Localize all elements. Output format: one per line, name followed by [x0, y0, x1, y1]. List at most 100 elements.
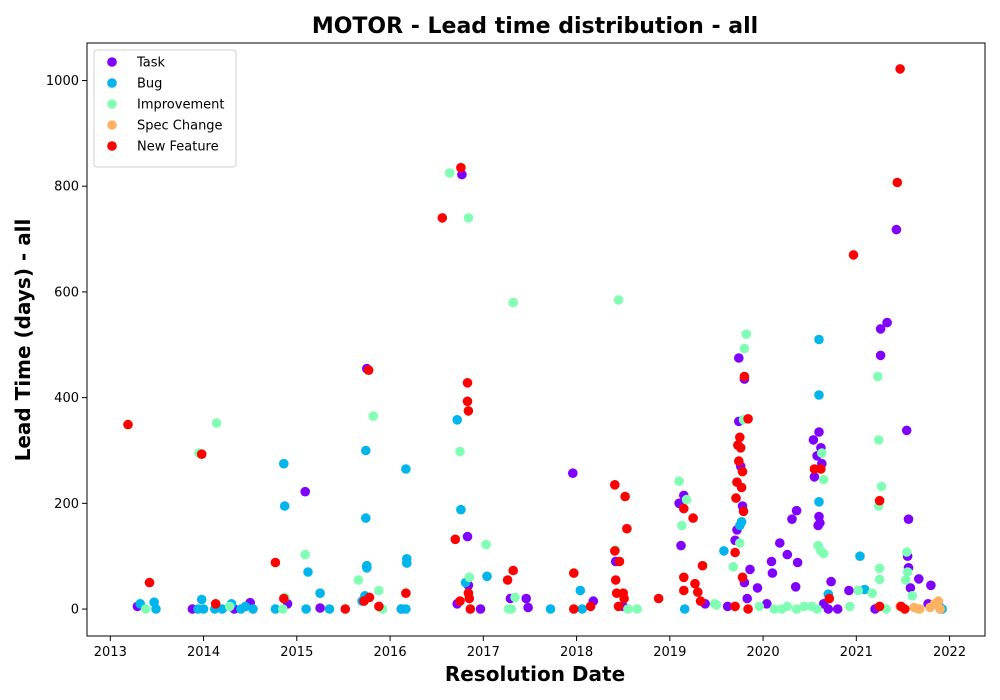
data-point	[462, 531, 473, 542]
legend-marker	[107, 78, 117, 88]
data-point	[452, 415, 463, 425]
data-point	[462, 396, 473, 407]
data-point	[444, 168, 455, 178]
data-point	[676, 540, 686, 551]
data-point	[874, 563, 885, 574]
data-point	[900, 604, 910, 614]
x-tick-label: 2015	[280, 645, 313, 660]
data-point	[787, 514, 797, 524]
data-point	[610, 546, 620, 556]
legend-marker	[107, 99, 117, 109]
data-point	[211, 418, 222, 428]
y-tick-label: 0	[71, 603, 79, 618]
data-point	[792, 557, 803, 568]
data-point	[523, 602, 533, 613]
data-point	[279, 593, 289, 604]
data-point	[300, 549, 311, 560]
legend-frame	[93, 49, 237, 168]
data-point	[315, 603, 325, 613]
data-point	[902, 567, 913, 577]
data-point	[362, 563, 372, 573]
data-point	[754, 601, 765, 612]
data-point	[585, 601, 596, 612]
data-point	[270, 557, 281, 568]
data-point	[818, 474, 829, 485]
x-tick-label: 2018	[560, 645, 593, 660]
data-point	[818, 548, 829, 559]
data-point	[677, 520, 687, 531]
data-point	[892, 177, 903, 188]
data-point	[340, 604, 351, 614]
data-point	[736, 517, 747, 527]
data-point	[817, 448, 827, 458]
data-point	[738, 506, 749, 517]
data-point	[844, 585, 854, 596]
data-point	[613, 295, 624, 305]
data-point	[679, 503, 689, 514]
data-point	[769, 604, 780, 614]
data-point	[823, 604, 834, 614]
data-point	[790, 582, 801, 592]
data-point	[361, 513, 371, 523]
data-point	[742, 593, 752, 604]
data-point	[693, 587, 703, 597]
data-point	[731, 493, 741, 503]
x-tick-label: 2017	[467, 645, 500, 660]
data-point	[848, 250, 859, 260]
data-point	[730, 601, 740, 612]
data-point	[463, 406, 474, 416]
data-point	[568, 468, 578, 479]
data-point	[767, 568, 778, 578]
data-point	[450, 534, 461, 545]
data-point	[456, 162, 466, 173]
x-tick-label: 2013	[94, 645, 127, 660]
data-point	[610, 480, 620, 490]
data-points	[123, 64, 947, 614]
data-point	[508, 297, 518, 308]
data-point	[361, 445, 371, 456]
data-point	[876, 481, 887, 492]
data-point	[575, 585, 586, 596]
data-point	[248, 604, 258, 614]
legend-marker	[107, 141, 117, 151]
y-axis-title: Lead Time (days) - all	[11, 219, 35, 462]
data-point	[900, 575, 911, 585]
data-point	[401, 604, 411, 614]
data-point	[437, 213, 448, 223]
data-point	[914, 604, 925, 614]
data-point	[224, 601, 235, 612]
data-point	[752, 583, 763, 593]
data-point	[401, 588, 411, 598]
data-point	[402, 558, 412, 568]
data-point	[873, 435, 884, 445]
data-point	[697, 560, 708, 571]
data-point	[502, 575, 513, 585]
legend-marker	[107, 120, 117, 130]
data-point	[688, 513, 698, 523]
data-point	[482, 571, 492, 582]
data-point	[300, 486, 311, 497]
x-tick-label: 2020	[747, 645, 780, 660]
data-point	[270, 604, 281, 614]
series-improvement	[140, 168, 923, 614]
data-point	[853, 585, 863, 596]
data-point	[279, 501, 290, 511]
data-point	[711, 600, 722, 610]
legend: Task Bug Improvement Spec Change New Feature	[93, 49, 237, 168]
data-point	[730, 547, 740, 558]
data-point	[455, 446, 465, 457]
data-point	[463, 213, 474, 223]
data-point	[743, 414, 753, 424]
series-bug	[135, 334, 947, 614]
data-point	[926, 580, 936, 591]
data-point	[901, 425, 912, 436]
data-point	[816, 464, 826, 474]
data-point	[933, 596, 944, 606]
x-tick-label: 2022	[933, 645, 966, 660]
data-point	[681, 494, 692, 505]
data-point	[875, 324, 886, 334]
data-point	[815, 518, 825, 528]
data-point	[613, 601, 624, 612]
data-point	[695, 596, 706, 606]
data-point	[741, 329, 752, 340]
